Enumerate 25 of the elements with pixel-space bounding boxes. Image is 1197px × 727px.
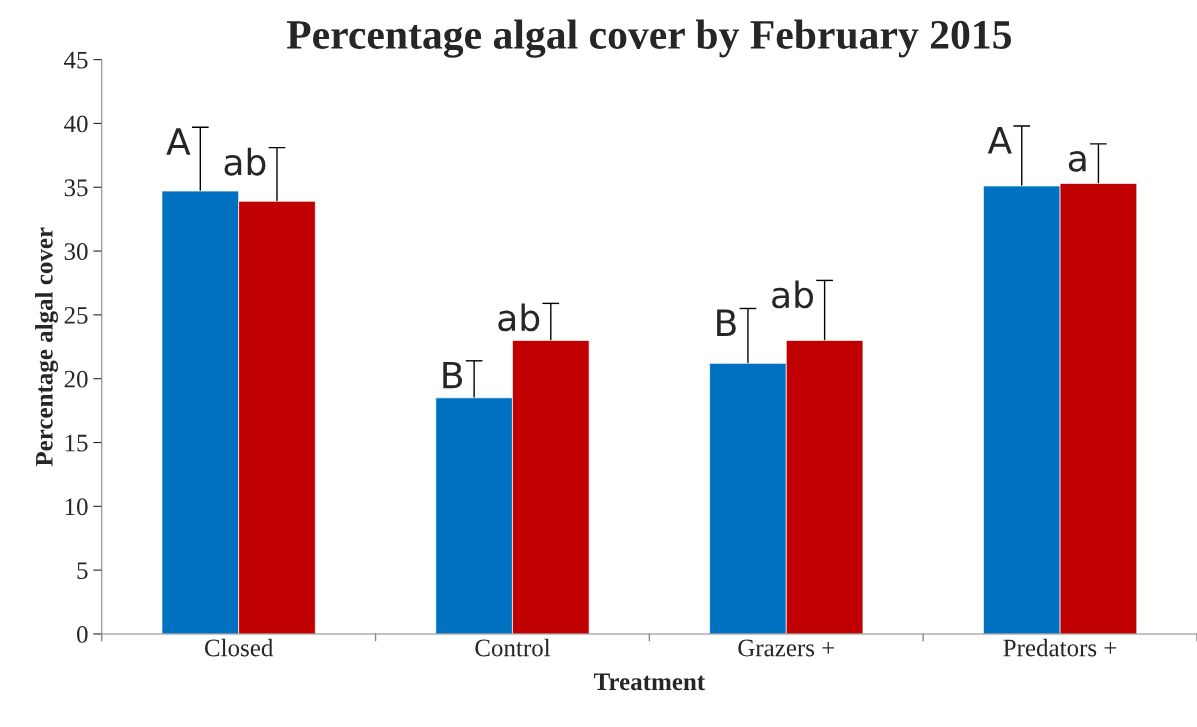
- chart-title: Percentage algal cover by February 2015: [286, 19, 1012, 58]
- y-tick-label: 20: [64, 370, 88, 388]
- y-tick-label: 25: [64, 306, 88, 324]
- x-axis-title: Treatment: [593, 673, 706, 691]
- x-tick-label: Grazers +: [738, 639, 835, 657]
- y-tick-label: 15: [65, 434, 88, 452]
- annotation: A: [166, 128, 191, 155]
- y-tick-label: 5: [77, 562, 88, 580]
- annotation: B: [717, 309, 736, 336]
- y-tick-label: 10: [65, 498, 88, 516]
- annotation: ab: [224, 147, 266, 176]
- annotation: a: [1068, 151, 1086, 172]
- annotation: ab: [772, 280, 814, 309]
- y-tick-label: 40: [64, 115, 88, 133]
- x-tick-label: Closed: [204, 638, 274, 657]
- annotation: B: [443, 361, 462, 389]
- y-tick-label: 0: [77, 625, 88, 643]
- x-tick-label: Predators +: [1003, 638, 1117, 657]
- annotation: ab: [498, 303, 540, 332]
- x-tick-label: Control: [475, 638, 551, 657]
- y-tick-label: 35: [64, 179, 88, 197]
- y-tick-label: 30: [64, 243, 88, 260]
- y-tick-label: 45: [64, 51, 88, 69]
- y-axis-title: Percentage algal cover: [35, 227, 58, 467]
- annotation: A: [987, 127, 1012, 154]
